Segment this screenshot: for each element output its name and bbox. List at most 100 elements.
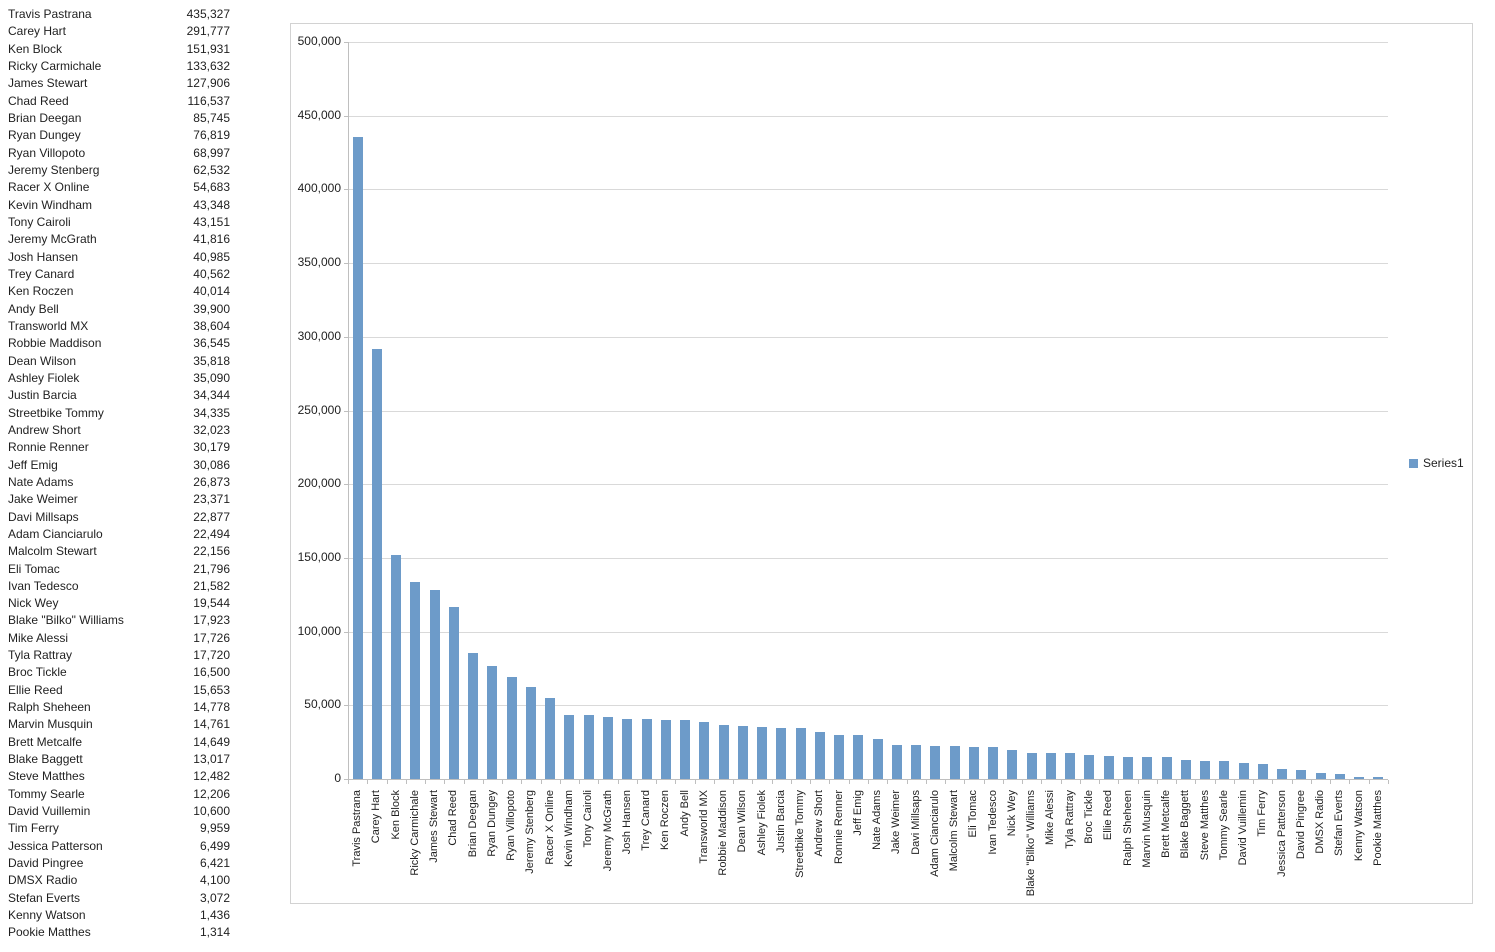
table-row[interactable]: Stefan Everts 3,072 [8,890,230,907]
bar[interactable] [525,686,536,779]
bar[interactable] [1354,776,1365,779]
row-name[interactable]: Brett Metcalfe [8,734,83,749]
row-value[interactable]: 9,959 [199,821,230,836]
row-name[interactable]: Trey Canard [8,266,75,281]
row-name[interactable]: Chad Reed [8,93,69,108]
table-row[interactable]: Streetbike Tommy 34,335 [8,405,230,422]
table-row[interactable]: Ryan Villopoto 68,997 [8,145,230,162]
bar[interactable] [583,715,594,779]
bar[interactable] [1315,772,1326,779]
row-name[interactable]: Kevin Windham [8,197,93,212]
row-name[interactable]: James Stewart [8,76,88,91]
bar[interactable] [1142,757,1153,779]
table-row[interactable]: Steve Matthes 12,482 [8,768,230,785]
table-row[interactable]: Davi Millsaps 22,877 [8,509,230,526]
bar[interactable] [1065,752,1076,779]
table-row[interactable]: Jeremy McGrath 41,816 [8,231,230,248]
row-value[interactable]: 40,562 [193,266,230,281]
table-row[interactable]: Andy Bell 39,900 [8,301,230,318]
row-name[interactable]: Travis Pastrana [8,7,92,21]
table-row[interactable]: Tony Cairoli 43,151 [8,214,230,231]
row-value[interactable]: 30,086 [193,457,230,472]
table-row[interactable]: Ralph Sheheen 14,778 [8,699,230,716]
table-row[interactable]: David Vuillemin 10,600 [8,803,230,820]
row-value[interactable]: 14,778 [193,700,230,715]
row-name[interactable]: Ricky Carmichale [8,58,102,73]
table-row[interactable]: Ashley Fiolek 35,090 [8,370,230,387]
table-row[interactable]: Tyla Rattray 17,720 [8,647,230,664]
table-row[interactable]: Pookie Matthes 1,314 [8,924,230,941]
table-row[interactable]: Tim Ferry 9,959 [8,820,230,837]
row-name[interactable]: Ronnie Renner [8,440,89,455]
row-name[interactable]: Ken Roczen [8,284,74,299]
bar[interactable] [391,555,402,779]
bar[interactable] [603,717,613,779]
row-value[interactable]: 32,023 [193,422,230,437]
row-value[interactable]: 435,327 [186,7,230,21]
row-value[interactable]: 43,151 [193,214,230,229]
bar[interactable] [352,137,363,779]
table-row[interactable]: Carey Hart 291,777 [8,23,230,40]
row-value[interactable]: 15,653 [193,682,230,697]
row-name[interactable]: Jeremy McGrath [8,232,97,247]
row-name[interactable]: Kenny Watson [8,908,86,923]
row-value[interactable]: 17,720 [193,648,230,663]
row-value[interactable]: 133,632 [186,58,230,73]
row-name[interactable]: Nate Adams [8,474,74,489]
row-name[interactable]: David Pingree [8,856,84,871]
row-name[interactable]: Jeremy Stenberg [8,162,100,177]
row-value[interactable]: 41,816 [193,232,230,247]
row-value[interactable]: 21,796 [193,561,230,576]
row-value[interactable]: 10,600 [193,804,230,819]
bar[interactable] [795,728,806,779]
bar[interactable] [1161,757,1172,779]
row-name[interactable]: Blake Baggett [8,752,83,767]
row-name[interactable]: Justin Barcia [8,388,77,403]
row-value[interactable]: 13,017 [193,752,230,767]
legend[interactable]: Series1 [1409,456,1464,470]
row-value[interactable]: 30,179 [193,440,230,455]
table-row[interactable]: Ronnie Renner 30,179 [8,439,230,456]
row-value[interactable]: 21,582 [193,578,230,593]
table-row[interactable]: Kenny Watson 1,436 [8,907,230,924]
row-value[interactable]: 1,436 [199,908,230,923]
bar[interactable] [1334,774,1345,779]
row-name[interactable]: Mike Alessi [8,630,69,645]
bar[interactable] [564,715,575,779]
table-row[interactable]: Trey Canard 40,562 [8,266,230,283]
bar[interactable] [448,607,459,779]
bar[interactable] [949,746,960,779]
row-value[interactable]: 12,206 [193,786,230,801]
row-name[interactable]: Ken Block [8,41,63,56]
bar[interactable] [699,722,710,779]
row-name[interactable]: Malcolm Stewart [8,544,97,559]
bar[interactable] [371,348,382,779]
table-row[interactable]: Travis Pastrana 435,327 [8,6,230,23]
row-name[interactable]: Brian Deegan [8,110,82,125]
bar[interactable] [1296,769,1307,779]
bar[interactable] [1007,750,1018,779]
bar[interactable] [737,726,748,779]
row-name[interactable]: Davi Millsaps [8,509,79,524]
bar[interactable] [1238,763,1249,779]
row-name[interactable]: Ivan Tedesco [8,578,79,593]
table-row[interactable]: Nick Wey 19,544 [8,595,230,612]
row-name[interactable]: Ryan Villopoto [8,145,86,160]
table-row[interactable]: Malcolm Stewart 22,156 [8,543,230,560]
bar[interactable] [660,720,671,779]
row-value[interactable]: 12,482 [193,769,230,784]
table-row[interactable]: Marvin Musquin 14,761 [8,716,230,733]
bar[interactable] [968,746,979,779]
row-name[interactable]: Tim Ferry [8,821,59,836]
row-value[interactable]: 116,537 [187,93,231,108]
row-name[interactable]: Racer X Online [8,180,90,195]
table-row[interactable]: Justin Barcia 34,344 [8,387,230,404]
table-row[interactable]: Brian Deegan 85,745 [8,110,230,127]
bar[interactable] [1257,764,1268,779]
row-name[interactable]: Marvin Musquin [8,717,93,732]
bar[interactable] [930,745,941,779]
row-value[interactable]: 34,335 [193,405,230,420]
bar[interactable] [1123,757,1133,779]
row-value[interactable]: 35,090 [193,370,230,385]
table-row[interactable]: Jake Weimer 23,371 [8,491,230,508]
